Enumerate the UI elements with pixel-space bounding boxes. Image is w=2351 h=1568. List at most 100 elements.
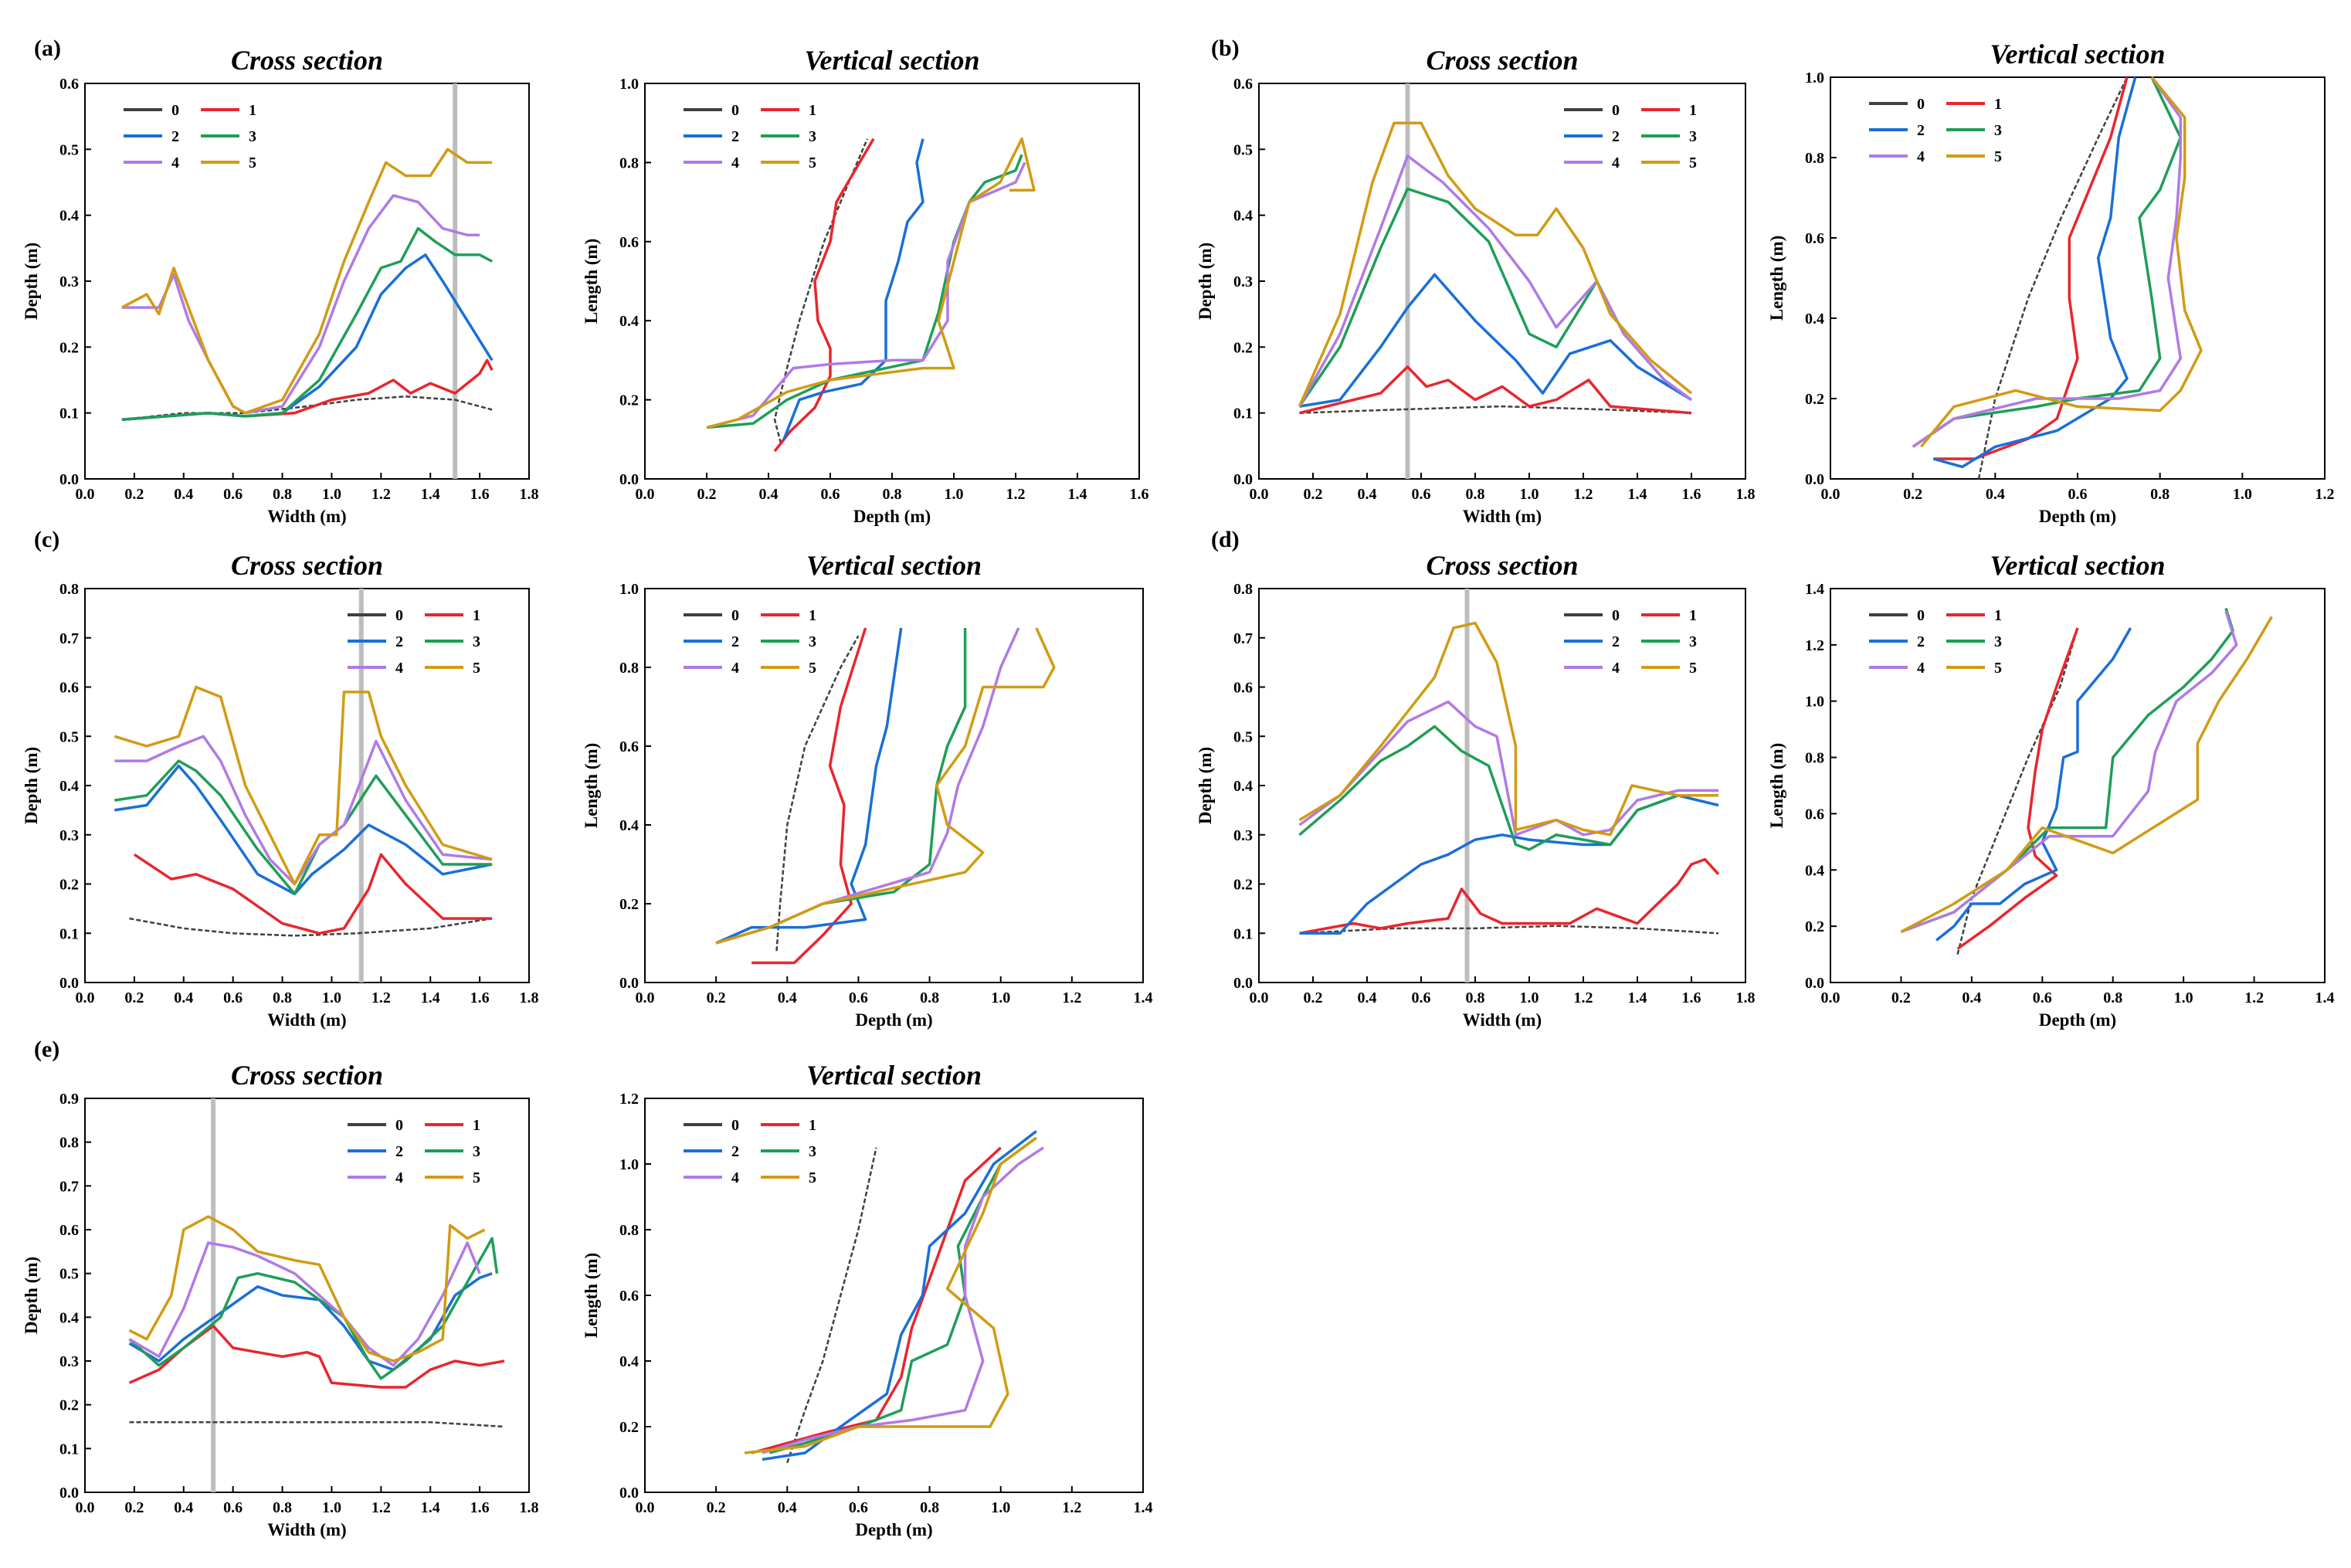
y-tick-label: 0.6 [59,76,79,93]
x-tick-label: 0.2 [707,989,726,1006]
y-tick-label: 0.8 [619,1222,639,1239]
x-tick-label: 0.2 [124,1499,144,1516]
series-line-0 [775,635,860,952]
y-tick-label: 0.5 [1233,728,1253,745]
y-axis-label: Length (m) [1767,236,1786,321]
x-tick-label: 1.0 [322,989,341,1006]
legend-label: 1 [473,607,480,624]
x-tick-label: 0.4 [778,989,797,1006]
x-tick-label: 0.6 [849,989,868,1006]
legend: 0 1 2 3 4 5 [348,1117,480,1186]
x-tick-label: 1.8 [520,1499,539,1516]
legend-label: 4 [395,660,403,677]
y-tick-label: 1.2 [619,1091,639,1108]
x-tick-label: 1.0 [991,1499,1010,1516]
plot-frame [644,1098,1144,1493]
series-line-0 [786,1147,877,1464]
x-tick-label: 1.2 [371,989,391,1006]
legend-label: 2 [731,1143,739,1160]
legend-label: 5 [1689,660,1697,677]
series-line-3 [1912,76,2183,448]
y-axis-label: Depth (m) [22,243,41,320]
legend-label: 3 [1994,633,2002,650]
x-tick-label: 1.4 [1068,486,1087,503]
y-tick-label: 0.4 [619,817,639,834]
chart-panel-4: (c) Cross section 0.0 0.2 0.4 0.6 0.8 1.0 1.2 1.4… [22,527,539,1030]
x-tick-label: 1.6 [1682,486,1701,503]
y-tick-label: 0.8 [59,1135,79,1152]
legend-label: 4 [731,1169,739,1186]
panel-label: (c) [34,527,59,552]
y-tick-label: 0.6 [59,680,79,697]
series-line-3 [114,759,493,896]
series-line-3 [128,1237,499,1380]
y-tick-label: 0.7 [1233,630,1253,647]
legend-label: 5 [473,1169,480,1186]
y-tick-label: 0.2 [59,1397,79,1414]
y-tick-label: 0.4 [619,1353,639,1370]
legend: 0 1 2 3 4 5 [1564,102,1697,171]
x-tick-label: 1.0 [991,989,1010,1006]
legend-label: 2 [1917,633,1925,650]
legend-label: 1 [1994,96,2002,113]
x-tick-label: 1.2 [1062,989,1081,1006]
legend: 0 1 2 3 4 5 [684,1117,816,1186]
legend-label: 1 [809,1117,816,1134]
legend-label: 3 [1689,633,1697,650]
y-tick-label: 0.1 [59,925,79,942]
legend: 0 1 2 3 4 5 [1564,607,1697,677]
legend-label: 5 [809,154,816,171]
x-axis-label: Width (m) [267,1520,346,1539]
x-tick-label: 1.2 [1574,989,1593,1006]
chart-title: Cross section [231,550,383,581]
chart-panel-9: Vertical section 0.0 0.2 0.4 0.6 0.8 1.0 1.2 1.4… [582,1060,1153,1539]
x-axis-label: Depth (m) [855,1520,932,1539]
x-tick-label: 1.0 [2233,486,2252,503]
series-line-3 [121,226,493,421]
x-tick-label: 0.4 [1358,486,1377,503]
x-tick-label: 0.8 [883,486,902,503]
x-tick-label: 0.4 [174,1499,193,1516]
x-axis-label: Depth (m) [2039,1010,2116,1030]
y-tick-label: 0.6 [619,234,639,251]
y-axis-label: Length (m) [1767,743,1786,829]
y-tick-label: 0.7 [59,1178,79,1195]
y-tick-label: 0.3 [1233,827,1253,844]
plot-frame [1258,83,1746,480]
series-line-4 [762,1146,1044,1454]
x-tick-label: 0.6 [1412,989,1431,1006]
x-tick-label: 1.4 [1628,989,1647,1006]
y-tick-label: 0.0 [619,1485,639,1502]
x-axis-label: Depth (m) [855,1010,932,1030]
chart-panel-0: (a) Cross section 0.0 0.2 0.4 0.6 0.8 1.0 1.2 1.4… [22,36,539,526]
x-tick-label: 1.0 [322,486,341,503]
series-line-5 [1900,616,2273,933]
legend-label: 2 [1612,128,1620,145]
series-line-5 [1298,621,1718,837]
y-tick-label: 0.0 [1805,471,1824,488]
x-tick-label: 0.8 [273,989,292,1006]
legend-label: 0 [1612,102,1620,119]
legend-label: 4 [731,660,739,677]
x-tick-label: 1.0 [1520,989,1539,1006]
series-line-0 [1977,76,2129,480]
x-tick-label: 0.4 [778,1499,797,1516]
y-tick-label: 0.3 [59,1353,79,1370]
series-line-4 [1912,76,2183,448]
x-tick-label: 0.6 [223,989,243,1006]
y-tick-label: 0.2 [619,1419,639,1436]
y-tick-label: 0.7 [59,630,79,647]
y-tick-label: 0.6 [59,1222,79,1239]
y-tick-label: 0.2 [619,392,639,409]
series-line-1 [773,137,875,453]
series-line-5 [1919,76,2203,448]
legend-label: 2 [731,633,739,650]
legend: 0 1 2 3 4 5 [124,102,256,171]
series-line-3 [1298,725,1718,851]
legend: 0 1 2 3 4 5 [684,102,816,171]
y-tick-label: 0.8 [1805,750,1824,767]
plot-frame [84,1098,530,1493]
y-tick-label: 0.1 [1233,406,1253,423]
x-tick-label: 0.8 [273,1499,292,1516]
